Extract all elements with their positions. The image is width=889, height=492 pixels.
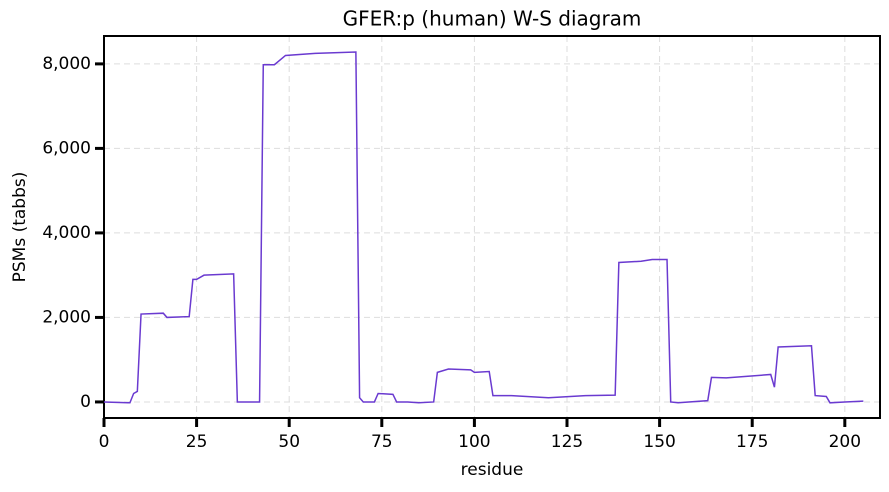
y-axis-label: PSMs (tabbs): [10, 172, 30, 283]
x-axis-label: residue: [461, 460, 524, 480]
y-tick-label: 4,000: [42, 223, 91, 243]
x-tick-label: 200: [829, 432, 861, 452]
x-tick-label: 150: [643, 432, 675, 452]
x-tick-label: 100: [458, 432, 490, 452]
y-tick-label: 8,000: [42, 54, 91, 74]
chart-title: GFER:p (human) W-S diagram: [343, 7, 642, 31]
x-tick-label: 175: [736, 432, 768, 452]
y-tick-label: 0: [80, 392, 91, 412]
data-line: [103, 51, 864, 404]
x-tick-label: 25: [186, 432, 208, 452]
x-tick-label: 50: [278, 432, 300, 452]
y-tick-label: 2,000: [42, 307, 91, 327]
x-tick-label: 75: [371, 432, 393, 452]
y-tick-label: 6,000: [42, 138, 91, 158]
x-tick-label: 0: [99, 432, 110, 452]
plot-frame: [103, 35, 881, 419]
x-tick-label: 125: [551, 432, 583, 452]
